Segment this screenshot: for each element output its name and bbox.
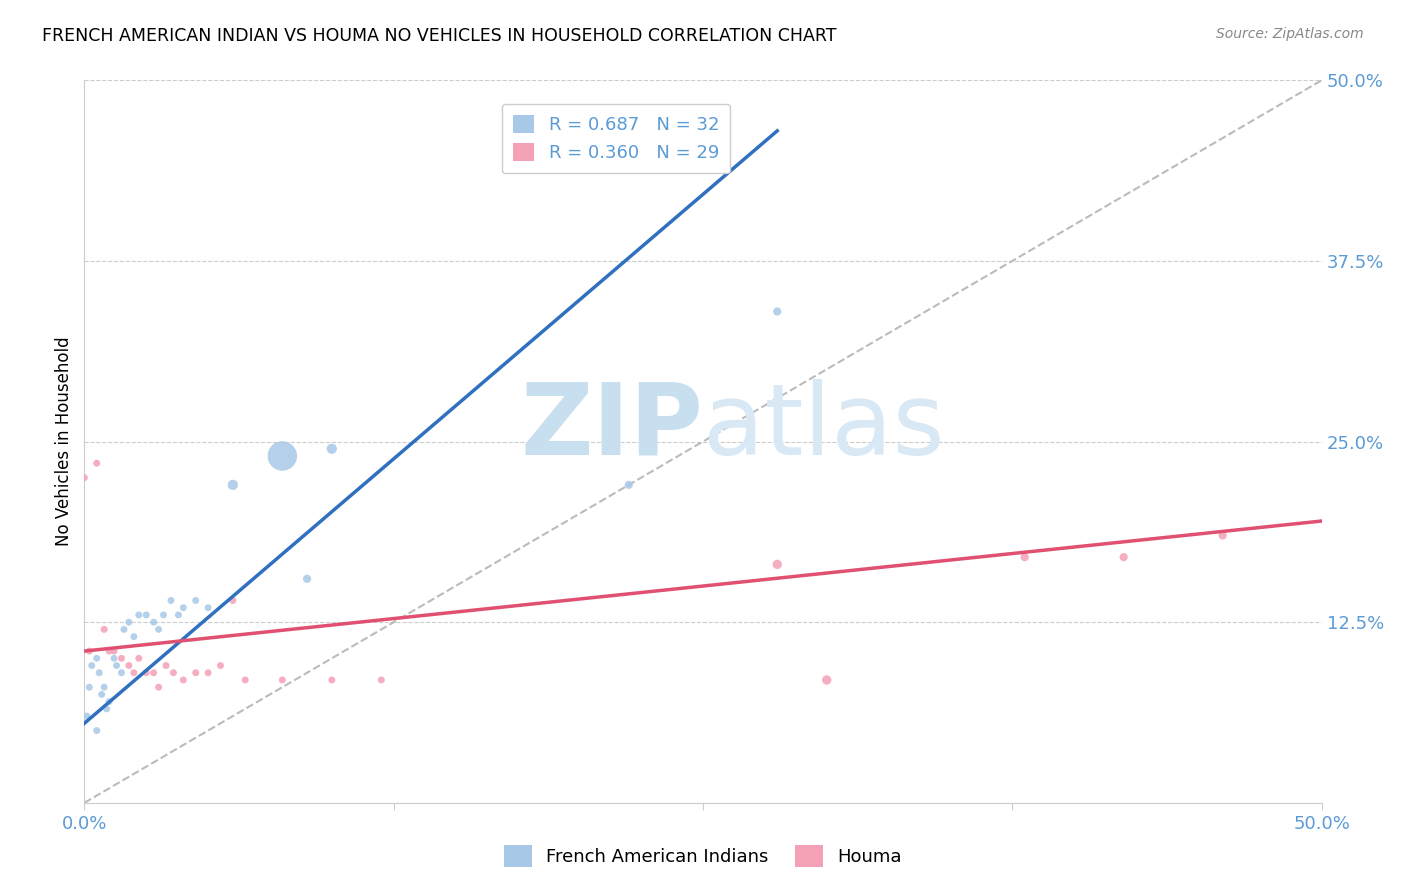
Point (295, 572, 318, 586)
Point (128, 651, 150, 665)
Point (79, 644, 101, 658)
Point (105, 658, 128, 673)
Point (815, 673, 838, 687)
Point (1112, 550, 1135, 565)
Point (222, 593, 245, 607)
Point (122, 665, 145, 680)
Point (148, 680, 170, 694)
Point (135, 607, 157, 622)
Point (197, 600, 219, 615)
Text: FRENCH AMERICAN INDIAN VS HOUMA NO VEHICLES IN HOUSEHOLD CORRELATION CHART: FRENCH AMERICAN INDIAN VS HOUMA NO VEHIC… (42, 27, 837, 45)
Point (80, 658, 103, 673)
Point (172, 600, 194, 615)
Point (103, 644, 125, 658)
Point (321, 442, 343, 456)
Point (103, 651, 125, 665)
Point (1014, 550, 1036, 565)
Point (73, 470, 96, 484)
Point (142, 665, 165, 680)
Point (271, 449, 294, 463)
Point (110, 665, 132, 680)
Point (766, 558, 789, 572)
Point (184, 593, 207, 607)
Point (222, 478, 245, 492)
Point (617, 478, 640, 492)
Point (766, 304, 789, 318)
Point (86, 723, 108, 738)
Point (197, 665, 219, 680)
Point (90, 687, 112, 701)
Point (112, 623, 135, 637)
Point (86, 651, 108, 665)
Point (321, 673, 343, 687)
Point (128, 607, 150, 622)
Text: atlas: atlas (703, 378, 945, 475)
Legend: French American Indians, Houma: French American Indians, Houma (498, 838, 908, 874)
Point (98, 644, 121, 658)
Point (118, 615, 141, 630)
Point (89, 665, 111, 680)
Point (86, 456, 108, 470)
Point (118, 658, 141, 673)
Point (155, 658, 177, 673)
Point (122, 630, 145, 644)
Point (233, 673, 256, 687)
Text: Source: ZipAtlas.com: Source: ZipAtlas.com (1216, 27, 1364, 41)
Point (184, 665, 207, 680)
Point (93, 623, 115, 637)
Legend: R = 0.687   N = 32, R = 0.360   N = 29: R = 0.687 N = 32, R = 0.360 N = 29 (502, 103, 730, 173)
Point (93, 680, 115, 694)
Point (98, 695, 121, 709)
Point (76, 709, 98, 723)
Point (79, 680, 101, 694)
Point (209, 658, 232, 673)
Point (1212, 528, 1234, 542)
Point (110, 651, 132, 665)
Point (162, 665, 184, 680)
Point (172, 673, 194, 687)
Point (148, 623, 170, 637)
Y-axis label: No Vehicles in Household: No Vehicles in Household (55, 336, 73, 547)
Point (142, 615, 165, 630)
Text: ZIP: ZIP (520, 378, 703, 475)
Point (135, 665, 157, 680)
Point (96, 702, 118, 716)
Point (167, 607, 190, 622)
Point (271, 673, 294, 687)
Point (370, 673, 392, 687)
Point (160, 593, 183, 607)
Point (152, 607, 174, 622)
